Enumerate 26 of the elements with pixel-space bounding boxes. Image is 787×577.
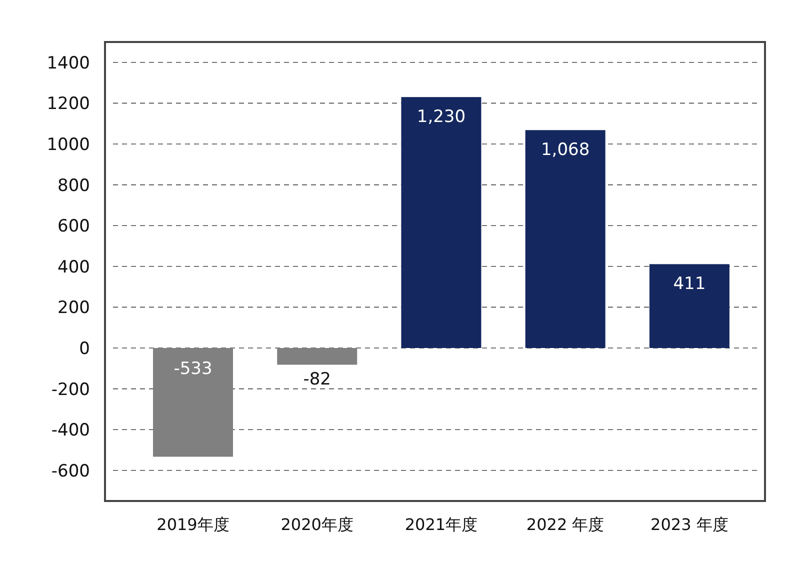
y-tick-label: 800 bbox=[58, 176, 90, 196]
bar bbox=[525, 130, 606, 348]
y-tick-label: 0 bbox=[79, 339, 90, 359]
x-tick-label: 2023 年度 bbox=[650, 515, 728, 534]
x-tick-label: 2019年度 bbox=[156, 515, 230, 534]
y-tick-label: -200 bbox=[51, 380, 90, 400]
data-label: -82 bbox=[303, 370, 331, 390]
y-tick-label: -400 bbox=[51, 420, 90, 441]
bar bbox=[401, 97, 482, 348]
x-tick-label: 2021年度 bbox=[404, 515, 478, 534]
y-tick-label: 600 bbox=[58, 216, 90, 237]
data-label: 411 bbox=[673, 274, 706, 294]
y-tick-label: 1200 bbox=[46, 94, 90, 114]
y-tick-label: -600 bbox=[51, 461, 90, 482]
data-label: -533 bbox=[174, 359, 212, 379]
x-tick-label: 2022 年度 bbox=[526, 515, 604, 534]
data-label: 1,068 bbox=[540, 140, 590, 160]
x-tick-label: 2020年度 bbox=[280, 515, 354, 534]
y-tick-label: 1400 bbox=[46, 53, 90, 74]
bar bbox=[153, 348, 233, 457]
bar bbox=[277, 348, 358, 365]
y-tick-label: 400 bbox=[58, 257, 90, 278]
y-tick-label: 1000 bbox=[46, 135, 90, 155]
bar bbox=[649, 264, 730, 348]
y-tick-label: 200 bbox=[58, 298, 90, 318]
data-label: 1,230 bbox=[416, 107, 466, 128]
